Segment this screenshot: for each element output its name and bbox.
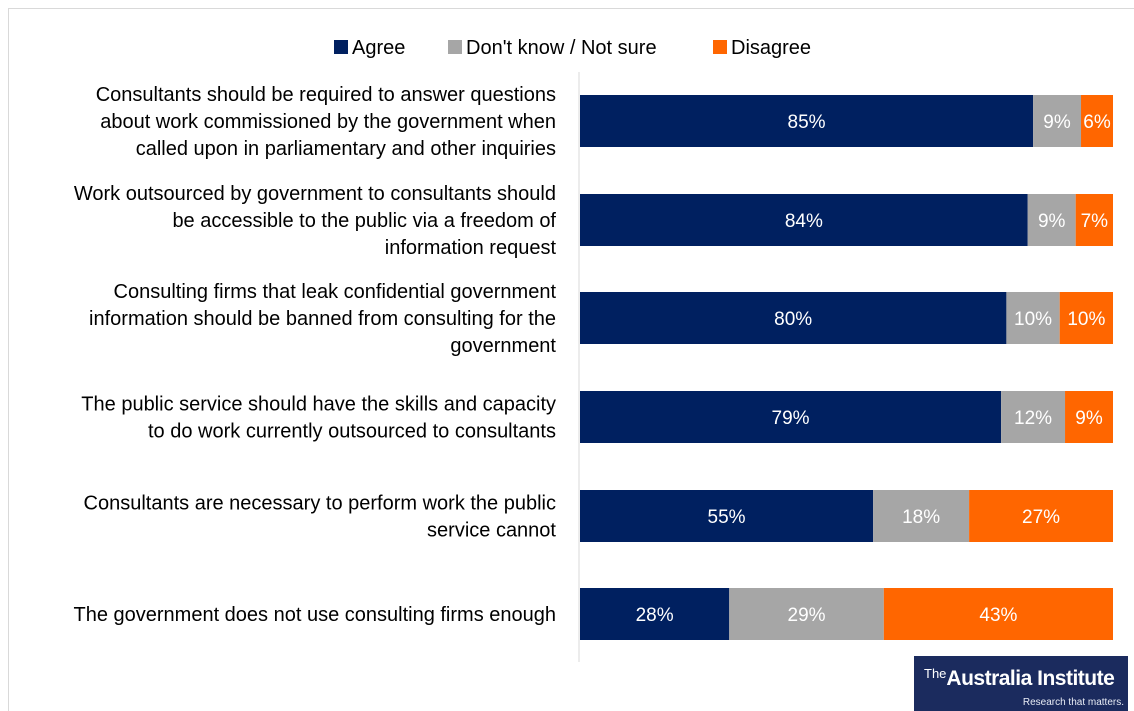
chart-frame xyxy=(8,8,1134,711)
bar-segment-disagree xyxy=(1081,95,1113,147)
bar-segment-don-t-know-not-sure xyxy=(1001,391,1066,443)
category-label-line: to do work currently outsourced to consu… xyxy=(148,421,556,443)
logo-tagline: Research that matters. xyxy=(1022,697,1124,708)
data-label: 6% xyxy=(1083,112,1111,133)
data-label: 29% xyxy=(788,605,826,626)
data-label: 84% xyxy=(785,211,823,232)
data-label: 79% xyxy=(772,408,810,429)
bar-row-0: 85% 9% 6% xyxy=(580,95,1113,147)
data-label: 9% xyxy=(1043,112,1071,133)
bar-segment-don-t-know-not-sure xyxy=(1027,194,1076,246)
legend-item-0: Agree xyxy=(334,37,405,59)
category-label-1: Work outsourced by government to consult… xyxy=(74,183,557,259)
category-label-line: The public service should have the skill… xyxy=(81,394,556,416)
data-label: 28% xyxy=(636,605,674,626)
bar-segment-agree xyxy=(580,391,1002,443)
data-label: 55% xyxy=(708,507,746,528)
category-label-line: Consultants are necessary to perform wor… xyxy=(84,493,556,515)
australia-institute-logo: TheAustralia Institute Research that mat… xyxy=(914,656,1128,711)
bar-row-5: 28% 29% 43% xyxy=(580,588,1113,640)
category-labels: Consultants should be required to answer… xyxy=(73,84,556,626)
category-label-line: Consultants should be required to answer… xyxy=(96,84,556,106)
bar-row-2: 80% 10% 10% xyxy=(580,292,1113,344)
legend-label: Agree xyxy=(352,37,405,59)
bar-segment-agree xyxy=(580,292,1007,344)
bar-row-1: 84% 9% 7% xyxy=(580,194,1113,246)
category-label-line: information should be banned from consul… xyxy=(89,308,556,330)
logo-prefix: The xyxy=(924,666,947,681)
bar-row-3: 79% 12% 9% xyxy=(580,391,1113,443)
data-label: 43% xyxy=(979,605,1017,626)
bar-segment-agree xyxy=(580,490,874,542)
data-label: 10% xyxy=(1067,309,1105,330)
category-label-4: Consultants are necessary to perform wor… xyxy=(84,493,557,542)
data-label: 12% xyxy=(1014,408,1052,429)
data-label: 10% xyxy=(1014,309,1052,330)
data-label: 9% xyxy=(1075,408,1103,429)
category-label-line: government xyxy=(450,335,556,357)
data-label: 9% xyxy=(1038,211,1066,232)
logo-wordmark: TheAustralia Institute xyxy=(924,666,1115,691)
data-label: 80% xyxy=(774,309,812,330)
legend-item-1: Don't know / Not sure xyxy=(448,37,657,59)
bar-segment-don-t-know-not-sure xyxy=(1033,95,1082,147)
data-label: 85% xyxy=(788,112,826,133)
bar-segment-agree xyxy=(580,194,1028,246)
legend-swatch xyxy=(448,40,462,54)
logo-name: Australia Institute xyxy=(946,667,1115,690)
bar-segment-don-t-know-not-sure xyxy=(873,490,970,542)
bar-segment-agree xyxy=(580,588,730,640)
category-label-5: The government does not use consulting f… xyxy=(73,604,556,626)
category-label-line: Work outsourced by government to consult… xyxy=(74,183,556,205)
category-label-3: The public service should have the skill… xyxy=(81,394,556,443)
bar-segment-disagree xyxy=(883,588,1113,640)
category-label-line: information request xyxy=(385,237,557,259)
category-label-line: be accessible to the public via a freedo… xyxy=(172,210,556,232)
category-label-0: Consultants should be required to answer… xyxy=(96,84,556,160)
bar-segment-disagree xyxy=(1059,292,1113,344)
bar-segment-don-t-know-not-sure xyxy=(729,588,884,640)
legend-swatch xyxy=(334,40,348,54)
category-label-line: The government does not use consulting f… xyxy=(73,604,556,626)
legend-label: Disagree xyxy=(731,37,811,59)
legend-label: Don't know / Not sure xyxy=(466,37,657,59)
legend-swatch xyxy=(713,40,727,54)
data-label: 18% xyxy=(902,507,940,528)
legend: Agree Don't know / Not sure Disagree xyxy=(334,37,811,59)
data-label: 7% xyxy=(1081,211,1109,232)
legend-item-2: Disagree xyxy=(713,37,811,59)
category-label-line: called upon in parliamentary and other i… xyxy=(136,138,556,160)
data-label: 27% xyxy=(1022,507,1060,528)
category-label-line: service cannot xyxy=(427,520,556,542)
bar-row-4: 55% 18% 27% xyxy=(580,490,1113,542)
bar-segment-disagree xyxy=(1075,194,1113,246)
bar-segment-agree xyxy=(580,95,1034,147)
category-label-line: about work commissioned by the governmen… xyxy=(100,111,556,133)
bar-segment-disagree xyxy=(1065,391,1113,443)
bars: 85% 9% 6% 84% 9% 7% 80% 10% 10% 79% 12% 9% 55% 18% 27%… xyxy=(580,95,1113,640)
category-label-2: Consulting firms that leak confidential … xyxy=(89,281,556,357)
bar-segment-disagree xyxy=(969,490,1113,542)
category-label-line: Consulting firms that leak confidential … xyxy=(114,281,557,303)
bar-segment-don-t-know-not-sure xyxy=(1006,292,1060,344)
